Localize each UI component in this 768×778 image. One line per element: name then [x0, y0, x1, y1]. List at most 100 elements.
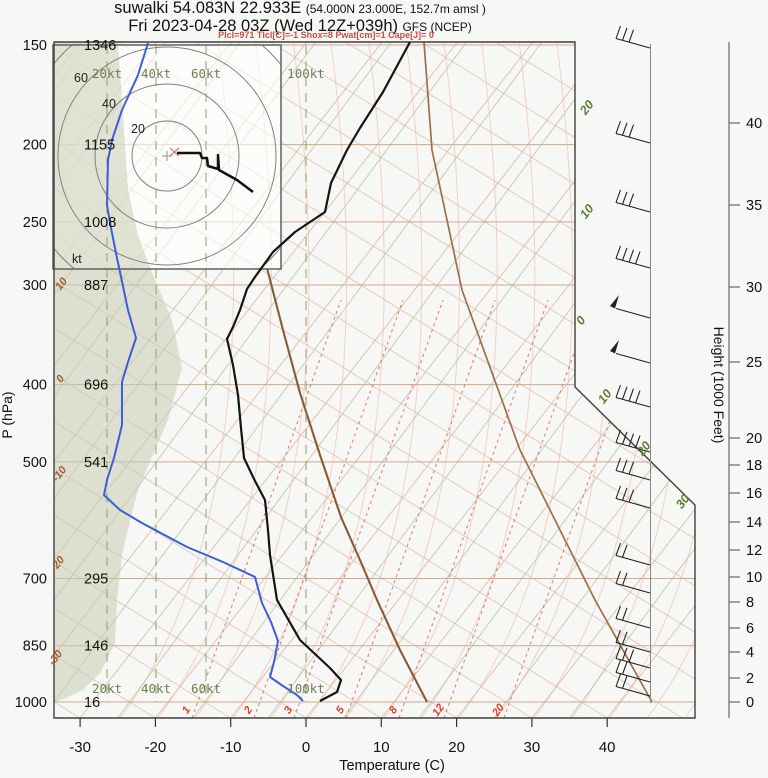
height-dam-label: 887	[84, 278, 108, 294]
moist-adiabat-label: 20	[576, 98, 596, 118]
hodograph-ring-label: 60	[74, 71, 88, 85]
hodograph-ring	[94, 83, 240, 229]
hodograph-ring-label: 40	[102, 97, 116, 111]
wind-barb	[615, 429, 651, 453]
height-tick-label: 40	[746, 116, 762, 132]
dry-adiabat-line	[269, 42, 695, 718]
isotherm-line	[606, 42, 695, 718]
pressure-tick-label: 150	[23, 38, 47, 54]
temperature-axis: -30 -20 -10 0 10 20 30 40 Temperature (C)	[69, 718, 616, 774]
wind-speed-label-top: 40kt	[141, 66, 171, 81]
wind-barb	[615, 25, 651, 49]
height-tick-label: 14	[746, 515, 762, 531]
pseudo-adiabat-line	[458, 42, 573, 718]
station-title-line: suwalki 54.083N 22.933E (54.000N 23.000E…	[0, 0, 600, 18]
pressure-tick-label: 200	[23, 138, 47, 154]
wind-speed-label-top: 100kt	[287, 66, 325, 81]
height-tick-label: 35	[746, 198, 762, 214]
dry-adiabat-line	[54, 42, 307, 718]
pressure-tick-label: 300	[23, 278, 47, 294]
height-axis-title: Height (1000 Feet)	[711, 327, 727, 444]
wind-speed-label-top: 20kt	[92, 66, 122, 81]
valid-time: Fri 2023-04-28 03Z (Wed 12Z+039h)	[128, 16, 398, 35]
dry-adiabat-line	[54, 42, 695, 718]
moist-adiabat-line	[54, 42, 543, 718]
moist-adiabat-line	[54, 42, 467, 718]
pseudo-adiabat-line	[420, 42, 536, 718]
dry-adiabat-line	[54, 42, 533, 718]
shaded-region	[54, 42, 182, 702]
dry-adiabat-line	[54, 42, 382, 718]
height-tick-label: 8	[746, 595, 754, 611]
pseudo-adiabat-line	[194, 42, 310, 718]
hodograph-ring	[57, 46, 277, 266]
parcel-path-line	[265, 267, 428, 703]
wind-barb	[615, 645, 651, 669]
pressure-tick-label: 500	[23, 455, 47, 471]
wind-barb	[615, 245, 651, 269]
hodograph-border	[52, 44, 282, 270]
highlighted-adiabat-line	[423, 42, 653, 703]
height-tick-label: 18	[746, 458, 762, 474]
wind-barb	[610, 340, 651, 364]
wind-barb	[615, 485, 651, 509]
wind-barb	[615, 384, 651, 408]
height-tick-label: 10	[746, 570, 762, 586]
height-dam-label: 1155	[84, 138, 115, 154]
height-tick-label: 6	[746, 621, 754, 637]
wind-barb	[615, 659, 651, 683]
moist-adiabat-line	[343, 42, 695, 718]
pseudo-adiabat-line	[533, 42, 649, 718]
moist-adiabat-line	[0, 42, 15, 718]
mixing-ratio-line	[293, 299, 444, 718]
mixing-ratio-label: 3	[282, 704, 295, 716]
dry-adiabat-line	[54, 42, 695, 718]
storm-motion-marker	[169, 147, 180, 157]
isotherm-line	[79, 42, 609, 718]
height-dam-label: 1008	[84, 215, 116, 231]
wind-speed-label-bottom: 40kt	[141, 681, 171, 696]
height-dam-label: 295	[84, 571, 108, 587]
wind-barb	[615, 120, 651, 144]
temperature-tick-label: 30	[524, 739, 541, 756]
dry-adiabat-line	[54, 42, 457, 718]
height-dam-label: 541	[84, 455, 108, 471]
temperature-tick-label: -10	[220, 739, 242, 756]
isotherm-line	[54, 42, 458, 718]
pressure-tick-label: 1000	[15, 695, 47, 711]
pressure-tick-label: 400	[23, 378, 47, 394]
height-dam-label: 146	[84, 639, 108, 655]
temperature-tick-label: 40	[599, 739, 616, 756]
dry-adiabat-line	[646, 42, 695, 718]
mixing-ratio-line	[253, 299, 404, 718]
moist-adiabat-line	[267, 42, 695, 718]
wind-barb	[615, 629, 651, 653]
height-tick-label: 2	[746, 671, 754, 687]
dewpoint-profile-line	[103, 42, 304, 702]
temperature-profile-line	[225, 41, 411, 702]
mixing-ratio-label: 5	[334, 704, 348, 717]
temperature-tick-label: -30	[69, 739, 91, 756]
hodograph-ring-label: 20	[131, 122, 145, 136]
wind-speed-label-bottom: 20kt	[92, 681, 122, 696]
model-name: GFS (NCEP)	[402, 19, 472, 34]
mixing-ratio-line	[443, 299, 594, 718]
moist-adiabat-line	[569, 42, 695, 718]
wind-barb	[615, 605, 651, 629]
wind-barb	[615, 570, 651, 594]
pressure-tick-label: 250	[23, 215, 47, 231]
mixing-ratio-line	[398, 299, 549, 718]
height-tick-label: 12	[746, 543, 762, 559]
wind-barb	[610, 295, 651, 319]
height-tick-label: 30	[746, 280, 762, 296]
height-dam-label: 696	[84, 378, 108, 394]
pseudo-adiabat-line	[345, 42, 461, 718]
pseudo-adiabat-line	[270, 42, 385, 718]
hodograph-trace	[177, 151, 254, 193]
temperature-tick-label: 10	[373, 739, 390, 756]
pressure-tick-label: 700	[23, 571, 47, 587]
moist-adiabat-line	[117, 42, 618, 718]
